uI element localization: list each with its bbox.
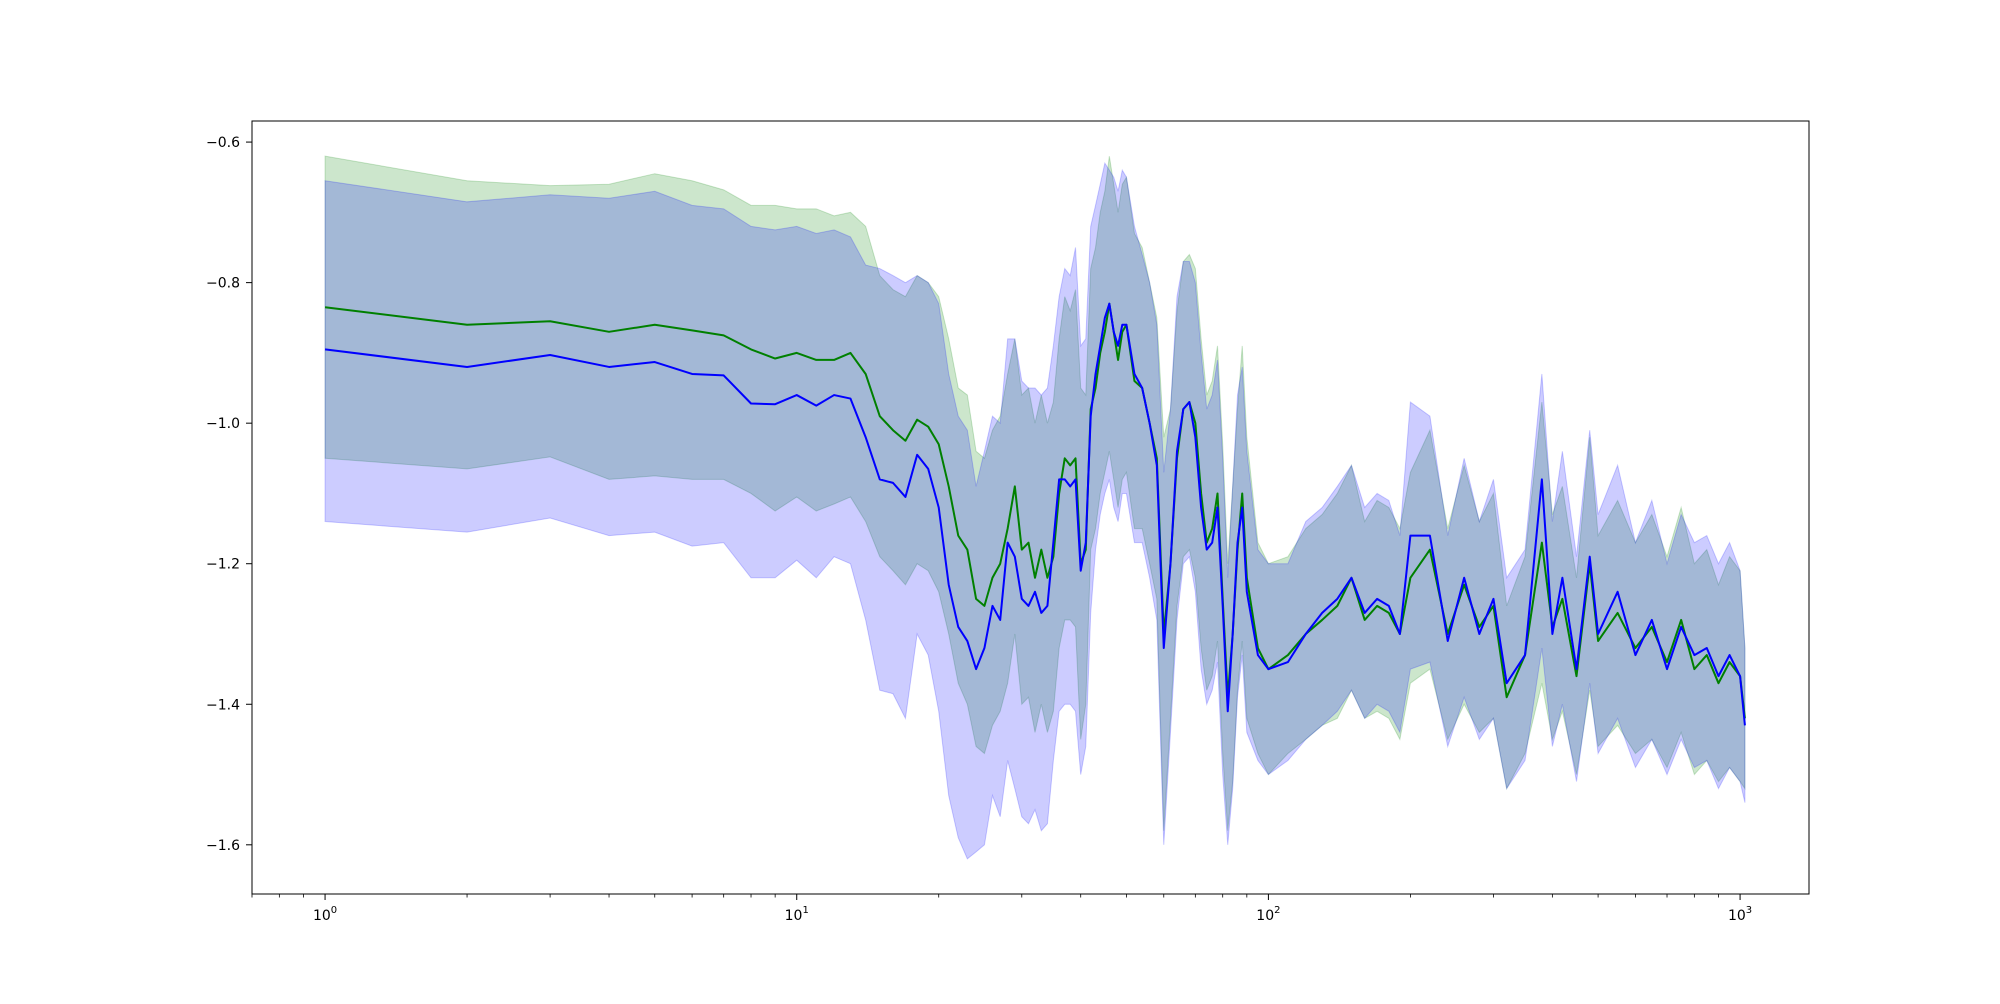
y-tick-label: −0.8 [206, 276, 240, 292]
y-tick-label: −1.0 [206, 416, 240, 432]
x-tick-label: 100 [313, 905, 337, 924]
confidence-bands [324, 155, 1746, 860]
y-tick-label: −1.6 [206, 838, 240, 854]
x-axis: 100 101 102 103 [251, 894, 1752, 924]
series-0-band [324, 155, 1746, 831]
plot-area-frame [251, 120, 1810, 895]
x-tick-label: 103 [1728, 905, 1752, 924]
series-1-band [324, 161, 1746, 860]
y-tick-label: −0.6 [206, 135, 240, 151]
y-tick-label: −1.2 [206, 557, 240, 573]
x-tick-label: 102 [1256, 905, 1280, 924]
series-lines [324, 302, 1746, 726]
y-axis: −0.6 −0.8 −1.0 −1.2 −1.4 −1.6 [206, 135, 252, 854]
series-1-line [324, 302, 1746, 726]
x-tick-label: 101 [785, 905, 809, 924]
y-tick-label: −1.4 [206, 697, 240, 713]
